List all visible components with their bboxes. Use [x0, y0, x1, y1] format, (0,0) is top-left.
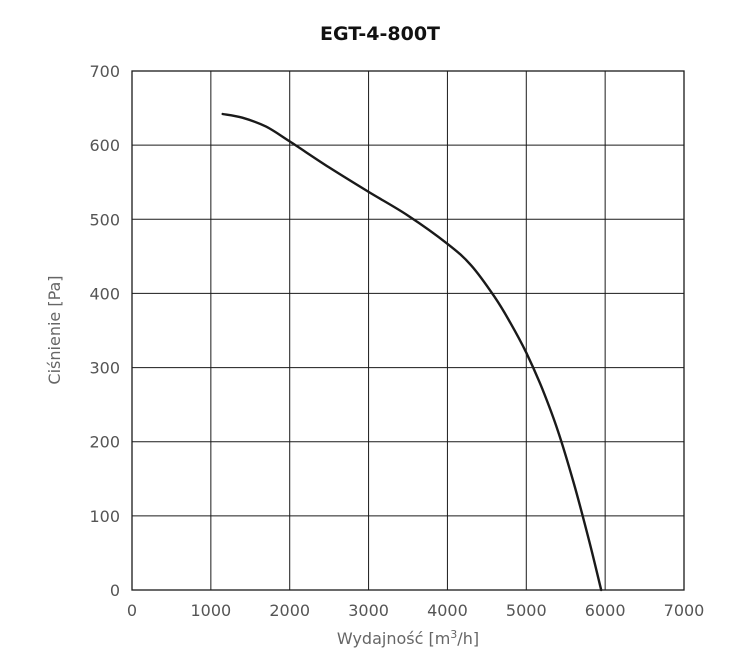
- x-tick-label: 1000: [190, 601, 231, 620]
- y-tick-label: 0: [110, 581, 120, 600]
- plot-grid: [131, 70, 685, 591]
- y-tick-label: 600: [89, 136, 120, 155]
- chart-title: EGT-4-800T: [320, 23, 440, 45]
- y-tick-label: 700: [89, 62, 120, 81]
- y-tick-label: 100: [89, 507, 120, 526]
- x-axis-label: Wydajność [m3/h]: [337, 628, 479, 648]
- y-tick-label: 200: [89, 433, 120, 452]
- x-tick-label: 3000: [348, 601, 389, 620]
- y-tick-label: 400: [89, 284, 120, 303]
- y-tick-label: 500: [89, 210, 120, 229]
- y-tick-label: 300: [89, 359, 120, 378]
- y-tick-labels: 0 100 200 300 400 500 600 700: [89, 62, 120, 600]
- y-axis-label: Ciśnienie [Pa]: [45, 275, 64, 384]
- x-tick-label: 5000: [506, 601, 547, 620]
- x-tick-label: 4000: [427, 601, 468, 620]
- series-group: [221, 112, 603, 592]
- x-tick-label: 6000: [585, 601, 626, 620]
- x-tick-labels: 0 1000 2000 3000 4000 5000 6000 7000: [127, 601, 704, 620]
- x-tick-label: 0: [127, 601, 137, 620]
- series-line: [221, 112, 603, 592]
- plot-frame: [131, 70, 685, 591]
- x-tick-label: 7000: [664, 601, 705, 620]
- x-tick-label: 2000: [269, 601, 310, 620]
